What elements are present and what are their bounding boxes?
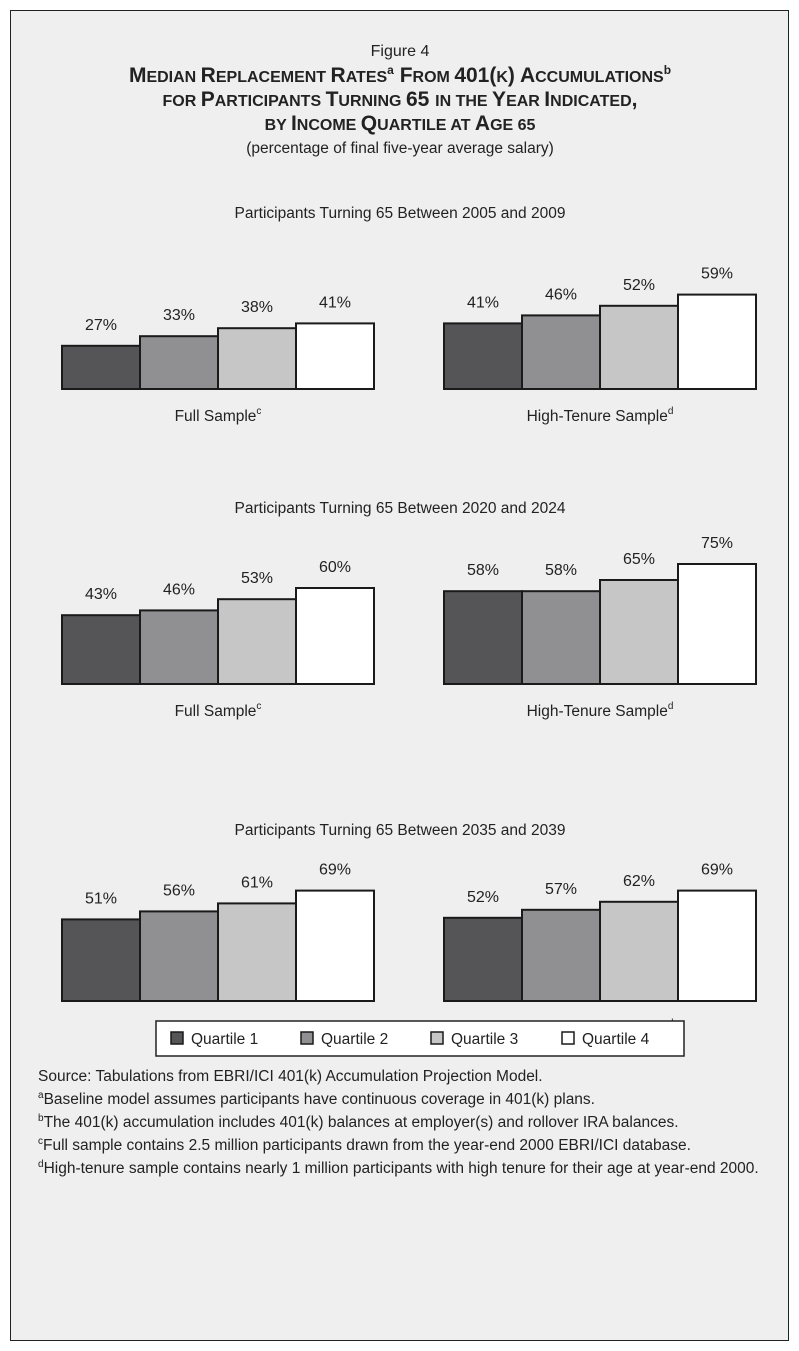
legend: Quartile 1 Quartile 2 Quartile 3 Quartile 4 xyxy=(155,1020,685,1057)
title-line-3: BY INCOME QUARTILE AT AGE 65 xyxy=(265,112,536,135)
bar-label-g2-p2-q4: 75% xyxy=(701,535,733,552)
bar-label-g2-p1-q2: 46% xyxy=(163,581,195,598)
footnote-c: cFull sample contains 2.5 million partic… xyxy=(38,1136,691,1155)
bar-g3-p2-q3 xyxy=(599,900,679,1002)
legend-label-4: Quartile 4 xyxy=(582,1031,650,1048)
bar-g3-p1-q4 xyxy=(295,889,375,1002)
bar-label-g2-p2-q3: 65% xyxy=(623,551,655,568)
footnote-b: bThe 401(k) accumulation includes 401(k)… xyxy=(38,1113,679,1132)
bar-label-g1-p2-q2: 46% xyxy=(545,286,577,303)
bar-g1-p1-q3 xyxy=(217,327,297,391)
legend-swatch-3 xyxy=(430,1031,444,1045)
bar-g1-p1-q2 xyxy=(139,335,219,391)
bar-label-g1-p2-q1: 41% xyxy=(467,294,499,311)
bar-g1-p1-q4 xyxy=(295,322,375,390)
legend-label-2: Quartile 2 xyxy=(321,1031,388,1048)
group-heading-3: Participants Turning 65 Between 2035 and… xyxy=(235,822,566,839)
bar-g1-p2-q2 xyxy=(521,314,601,390)
bar-g1-p2-q4 xyxy=(677,293,757,391)
bar-g3-p2-q4 xyxy=(677,889,757,1002)
legend-label-3: Quartile 3 xyxy=(451,1031,518,1048)
legend-label-1: Quartile 1 xyxy=(191,1031,258,1048)
bar-g1-p2-q1 xyxy=(443,322,523,390)
bar-label-g3-p2-q4: 69% xyxy=(701,862,733,879)
bar-label-g1-p1-q3: 38% xyxy=(241,299,273,316)
bar-label-g3-p1-q4: 69% xyxy=(319,862,351,879)
bar-g2-p1-q4 xyxy=(295,587,375,685)
bar-g3-p1-q2 xyxy=(139,910,219,1003)
bar-g2-p1-q3 xyxy=(217,598,297,686)
bar-label-g3-p1-q3: 61% xyxy=(241,874,273,891)
bar-label-g2-p1-q3: 53% xyxy=(241,570,273,587)
footnotes: Source: Tabulations from EBRI/ICI 401(k)… xyxy=(38,1067,778,1179)
bar-g3-p1-q1 xyxy=(61,918,141,1003)
bar-label-g1-p1-q4: 41% xyxy=(319,294,351,311)
bar-g3-p1-q3 xyxy=(217,902,297,1003)
bar-label-g3-p2-q1: 52% xyxy=(467,889,499,906)
bar-g2-p2-q3 xyxy=(599,579,679,685)
subtitle: (percentage of final five-year average s… xyxy=(246,140,554,157)
bar-label-g1-p1-q1: 27% xyxy=(85,317,117,334)
bar-label-g2-p1-q1: 43% xyxy=(85,586,117,603)
legend-box xyxy=(155,1020,685,1057)
legend-swatch-2 xyxy=(300,1031,314,1045)
footnote-d: dHigh-tenure sample contains nearly 1 mi… xyxy=(38,1159,759,1178)
bar-g2-p2-q4 xyxy=(677,563,757,685)
bar-label-g2-p2-q1: 58% xyxy=(467,562,499,579)
bar-label-g3-p2-q3: 62% xyxy=(623,873,655,890)
title-line-2: FOR PARTICIPANTS TURNING 65 IN THE YEAR … xyxy=(163,88,638,111)
legend-swatch-1 xyxy=(170,1031,184,1045)
bar-g2-p1-q1 xyxy=(61,614,141,686)
figure-label: Figure 4 xyxy=(371,43,430,60)
bar-g2-p2-q1 xyxy=(443,590,523,686)
group-heading-1: Participants Turning 65 Between 2005 and… xyxy=(235,205,566,222)
footnote-source: Source: Tabulations from EBRI/ICI 401(k)… xyxy=(38,1068,543,1085)
bar-g3-p2-q2 xyxy=(521,908,601,1002)
bar-g1-p2-q3 xyxy=(599,304,679,390)
panel-label-g1-p1: Full Samplec xyxy=(175,406,262,425)
title-line-1: MEDIAN REPLACEMENT RATESa FROM 401(K) AC… xyxy=(129,63,671,87)
bar-g3-p2-q1 xyxy=(443,916,523,1002)
footnote-a: aBaseline model assumes participants hav… xyxy=(38,1090,595,1109)
bar-label-g1-p1-q2: 33% xyxy=(163,307,195,324)
bar-g2-p1-q2 xyxy=(139,609,219,686)
bar-label-g2-p2-q2: 58% xyxy=(545,562,577,579)
bar-label-g2-p1-q4: 60% xyxy=(319,559,351,576)
bar-label-g3-p1-q2: 56% xyxy=(163,882,195,899)
panel-label-g2-p1: Full Samplec xyxy=(175,701,262,720)
bar-g2-p2-q2 xyxy=(521,590,601,686)
bar-label-g3-p1-q1: 51% xyxy=(85,890,117,907)
panel-label-g1-p2: High-Tenure Sampled xyxy=(527,406,674,425)
panel-label-g2-p2: High-Tenure Sampled xyxy=(527,701,674,720)
group-heading-2: Participants Turning 65 Between 2020 and… xyxy=(235,500,566,517)
bar-label-g1-p2-q4: 59% xyxy=(701,266,733,283)
bar-label-g3-p2-q2: 57% xyxy=(545,881,577,898)
legend-swatch-4 xyxy=(561,1031,575,1045)
bar-label-g1-p2-q3: 52% xyxy=(623,277,655,294)
bar-g1-p1-q1 xyxy=(61,344,141,390)
